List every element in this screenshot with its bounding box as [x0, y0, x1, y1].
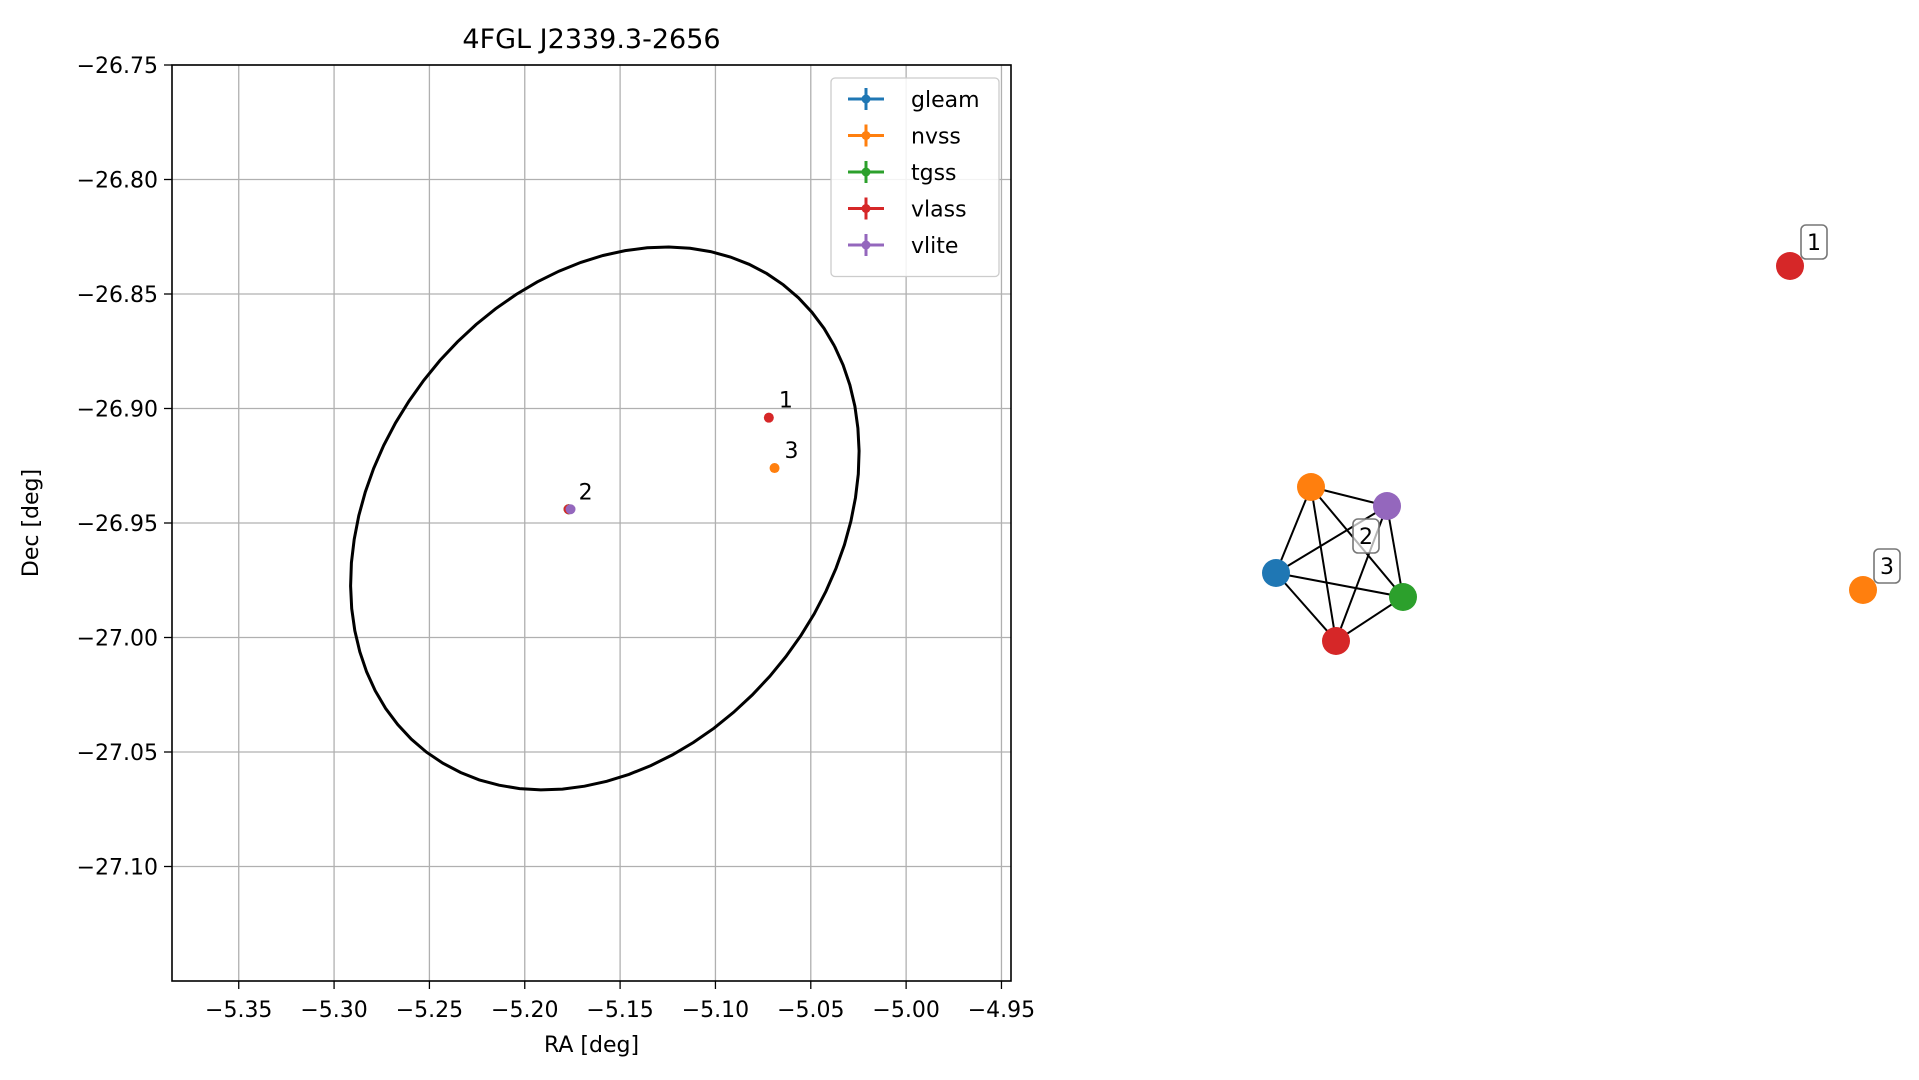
- y-tick-label: −26.80: [77, 169, 158, 194]
- nvss-node: [1849, 576, 1877, 604]
- x-tick-label: −5.25: [396, 998, 463, 1023]
- x-tick-label: −4.95: [968, 998, 1035, 1023]
- legend-label: gleam: [911, 88, 980, 113]
- legend-marker-dot: [861, 131, 871, 140]
- legend-marker-dot: [861, 94, 871, 104]
- vlass-node: [1322, 627, 1350, 655]
- scatter-panel: 4FGL J2339.3-2656 132 −5.35 −5.30 −5.25 −5.…: [19, 24, 1035, 1058]
- y-tick-label: −26.75: [77, 54, 158, 79]
- network-label: 1: [1807, 231, 1821, 256]
- legend-marker-dot: [861, 240, 871, 250]
- chart-title: 4FGL J2339.3-2656: [462, 24, 720, 55]
- legend: gleam nvss tgss vlass vlite: [830, 77, 1000, 278]
- vlite-node: [1373, 492, 1401, 520]
- legend-label: tgss: [911, 161, 957, 186]
- legend-label: nvss: [911, 125, 961, 150]
- legend-label: vlite: [911, 234, 958, 259]
- network-edge: [1386, 505, 1404, 598]
- x-tick-label: −5.15: [586, 998, 653, 1023]
- point-annotation: 2: [579, 480, 593, 505]
- network-edge: [1275, 572, 1404, 598]
- network-edge: [1275, 486, 1312, 574]
- point-annotations: 1 3 2: [579, 389, 799, 506]
- vlass-node: [1776, 252, 1804, 280]
- x-axis-ticks: −5.35 −5.30 −5.25 −5.20 −5.15 −5.10 −5.05 −5.00…: [205, 981, 1035, 1023]
- nvss-node: [1297, 473, 1325, 501]
- network-group-3: 3: [1849, 548, 1901, 604]
- x-tick-label: −5.20: [491, 998, 558, 1023]
- network-edge: [1275, 505, 1388, 574]
- legend-box: [830, 77, 1000, 278]
- vlass-point: [763, 412, 774, 423]
- network-label-box: [1873, 548, 1901, 584]
- network-label-box: [1800, 224, 1828, 260]
- data-points: [563, 412, 780, 515]
- y-tick-label: −27.00: [77, 627, 158, 652]
- y-tick-label: −26.90: [77, 398, 158, 423]
- x-axis-label: RA [deg]: [544, 1033, 639, 1058]
- network-edge: [1275, 572, 1337, 642]
- x-tick-label: −5.05: [777, 998, 844, 1023]
- error-ellipse: [349, 245, 861, 792]
- point-annotation: 3: [785, 439, 799, 464]
- network-group-1: 1: [1776, 224, 1828, 280]
- y-axis-label: Dec [deg]: [19, 469, 44, 577]
- y-tick-label: −26.85: [77, 283, 158, 308]
- tgss-node: [1389, 583, 1417, 611]
- x-tick-label: −5.35: [205, 998, 272, 1023]
- x-tick-label: −5.30: [300, 998, 367, 1023]
- network-edge: [1310, 486, 1337, 642]
- gleam-node: [1262, 559, 1290, 587]
- network-panel: 1 2 3: [1262, 224, 1901, 655]
- vlite-point: [565, 504, 576, 515]
- network-label: 3: [1880, 555, 1894, 580]
- point-annotation: 1: [779, 389, 793, 414]
- grid-lines: [172, 64, 1011, 981]
- legend-marker-dot: [861, 204, 871, 213]
- nvss-point: [769, 463, 780, 474]
- x-tick-label: −5.10: [682, 998, 749, 1023]
- y-axis-ticks: −26.75 −26.80 −26.85 −26.90 −26.95 −27.00 −27.…: [77, 54, 172, 881]
- legend-label: vlass: [911, 198, 967, 223]
- y-tick-label: −27.05: [77, 741, 158, 766]
- network-label-box: [1352, 518, 1380, 554]
- network-label: 2: [1359, 525, 1373, 550]
- legend-marker-dot: [861, 167, 871, 177]
- y-tick-label: −27.10: [77, 856, 158, 881]
- network-group-2: 2: [1262, 473, 1417, 655]
- x-tick-label: −5.00: [872, 998, 939, 1023]
- error-ellipse-layer: [349, 245, 861, 792]
- y-tick-label: −26.95: [77, 512, 158, 537]
